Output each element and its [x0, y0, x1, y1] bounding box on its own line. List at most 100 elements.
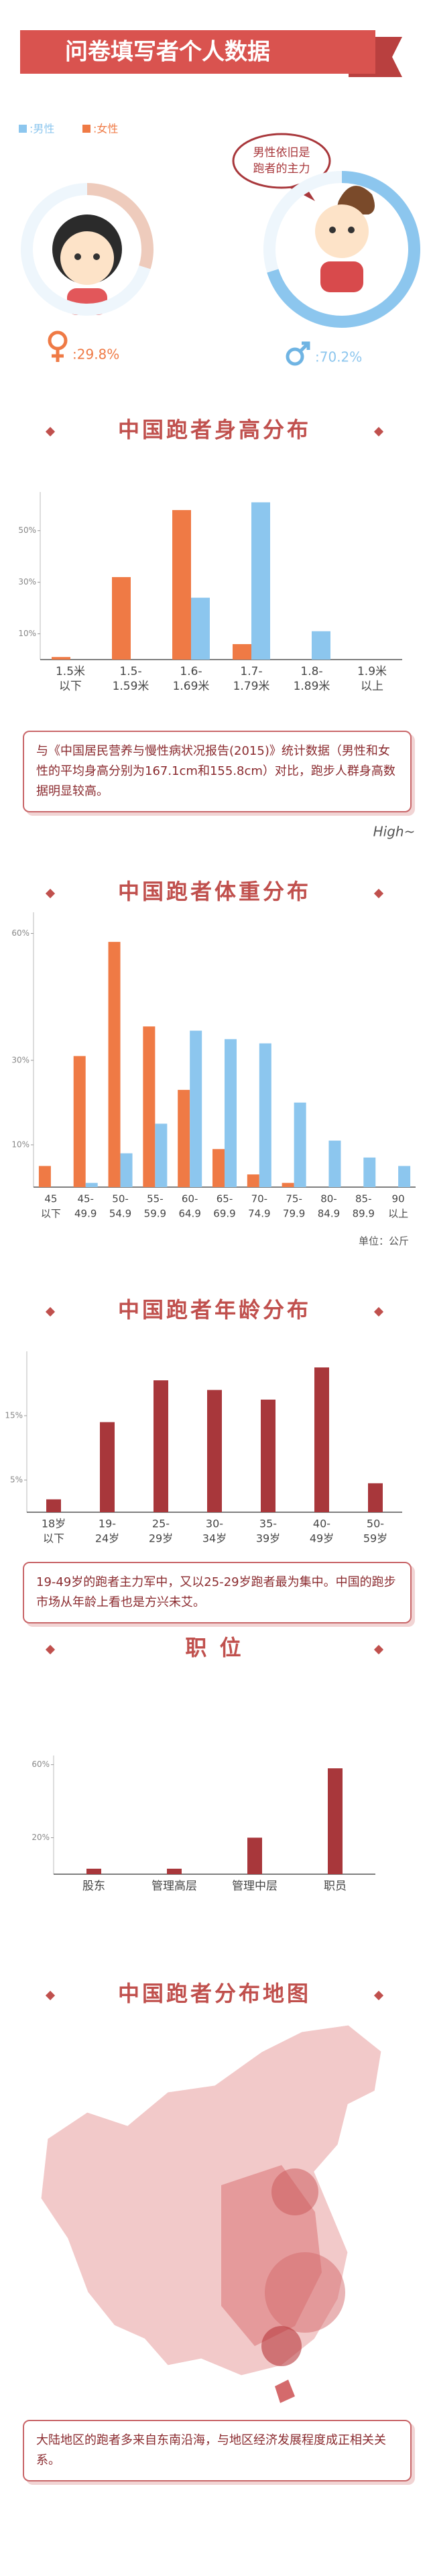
speech-bubble — [232, 133, 331, 189]
bar — [112, 576, 131, 660]
bar — [100, 1422, 115, 1512]
title-deco — [45, 888, 56, 899]
bar — [191, 597, 210, 660]
bar — [190, 1030, 202, 1187]
x-tick-label: 75- — [286, 1193, 302, 1205]
bar — [328, 1768, 343, 1874]
title-deco — [45, 1306, 56, 1317]
x-tick-label: 1.79米 — [233, 680, 270, 693]
hainan — [275, 2380, 295, 2403]
x-tick-label: 80- — [320, 1193, 337, 1205]
x-tick-label: 35- — [259, 1518, 277, 1530]
x-tick-label: 以下 — [59, 680, 82, 693]
x-tick-label: 以下 — [41, 1208, 61, 1220]
banner — [20, 30, 375, 74]
percent-label: :29.8% — [72, 347, 119, 363]
x-tick-label: 1.8- — [300, 665, 322, 678]
x-tick-label: 50- — [367, 1518, 384, 1530]
map-highlight — [261, 2326, 302, 2366]
title-deco — [373, 1644, 384, 1655]
x-tick-label: 18岁 — [42, 1518, 66, 1530]
bar — [86, 1868, 101, 1874]
x-tick-label: 84.9 — [318, 1208, 340, 1220]
male-body — [320, 261, 363, 292]
x-tick-label: 60- — [182, 1193, 198, 1205]
x-tick-label: 59岁 — [363, 1532, 387, 1545]
x-tick-label: 1.59米 — [113, 680, 149, 693]
x-tick-label: 1.69米 — [173, 680, 210, 693]
bar — [85, 1182, 98, 1187]
y-tick-label: 50% — [18, 526, 36, 535]
bar — [282, 1182, 294, 1187]
china-map — [39, 2023, 383, 2378]
bar — [294, 1102, 306, 1187]
x-tick-label: 85- — [355, 1193, 372, 1205]
title-deco — [373, 1306, 384, 1317]
title-deco — [373, 1990, 384, 2001]
title-deco — [373, 888, 384, 899]
x-tick-label: 79.9 — [283, 1208, 305, 1220]
y-tick-label: 15% — [5, 1411, 23, 1420]
bar — [207, 1390, 222, 1512]
x-tick-label: 19- — [99, 1518, 116, 1530]
eye — [348, 227, 355, 233]
x-tick-label: 55- — [147, 1193, 164, 1205]
section-title: 中国跑者身高分布 — [118, 417, 311, 442]
x-tick-label: 65- — [217, 1193, 233, 1205]
donut-arc — [86, 183, 154, 269]
bar — [52, 657, 70, 660]
x-tick-label: 职员 — [324, 1880, 347, 1893]
x-tick-label: 74.9 — [248, 1208, 270, 1220]
y-tick-label: 10% — [11, 1140, 29, 1149]
x-tick-label: 25- — [152, 1518, 170, 1530]
male-face — [315, 204, 369, 258]
x-tick-label: 90 — [392, 1193, 405, 1205]
x-tick-label: 以上 — [388, 1208, 408, 1220]
x-tick-label: 50- — [112, 1193, 129, 1205]
x-tick-label: 1.5- — [119, 665, 141, 678]
x-tick-label: 管理高层 — [151, 1880, 197, 1893]
section-title: 中国跑者体重分布 — [118, 879, 311, 904]
x-tick-label: 以下 — [43, 1532, 64, 1545]
map-note: 大陆地区的跑者多来自东南沿海，与地区经济发展程度成正相关关系。 — [23, 2420, 412, 2481]
title-deco — [373, 426, 384, 437]
bar — [225, 1039, 237, 1187]
section-title: 中国跑者年龄分布 — [118, 1297, 311, 1323]
map-highlight — [265, 2252, 345, 2333]
x-tick-label: 1.7- — [240, 665, 262, 678]
bar — [261, 1400, 275, 1512]
x-tick-label: 54.9 — [109, 1208, 131, 1220]
unit-label: 单位：公斤 — [359, 1235, 409, 1247]
x-tick-label: 1.9米 — [357, 665, 387, 678]
male-symbol — [286, 341, 310, 366]
annotation: High~ — [373, 824, 416, 840]
y-tick-label: 60% — [11, 928, 29, 938]
bar — [368, 1483, 383, 1512]
x-tick-label: 1.6- — [180, 665, 202, 678]
bar — [328, 1140, 341, 1187]
x-tick-label: 30- — [206, 1518, 223, 1530]
y-tick-label: 30% — [11, 1055, 29, 1064]
bar — [108, 942, 121, 1187]
female-symbol — [48, 330, 68, 362]
legend-swatch — [82, 125, 90, 133]
x-tick-label: 89.9 — [353, 1208, 375, 1220]
legend-swatch — [19, 125, 27, 133]
bar — [247, 1837, 262, 1874]
page-title: 问卷填写者个人数据 — [65, 39, 270, 66]
bar — [172, 509, 191, 660]
bar — [251, 502, 270, 660]
legend-label: :男性 — [29, 123, 54, 135]
x-tick-label: 以上 — [361, 680, 383, 693]
bar — [363, 1157, 376, 1187]
y-tick-label: 10% — [18, 629, 36, 638]
bar — [120, 1153, 133, 1187]
x-tick-label: 59.9 — [144, 1208, 166, 1220]
y-tick-label: 5% — [10, 1475, 23, 1485]
bar — [312, 631, 330, 660]
x-tick-label: 39岁 — [256, 1532, 280, 1545]
bar — [167, 1868, 182, 1874]
x-tick-label: 64.9 — [178, 1208, 200, 1220]
bar — [143, 1026, 156, 1187]
